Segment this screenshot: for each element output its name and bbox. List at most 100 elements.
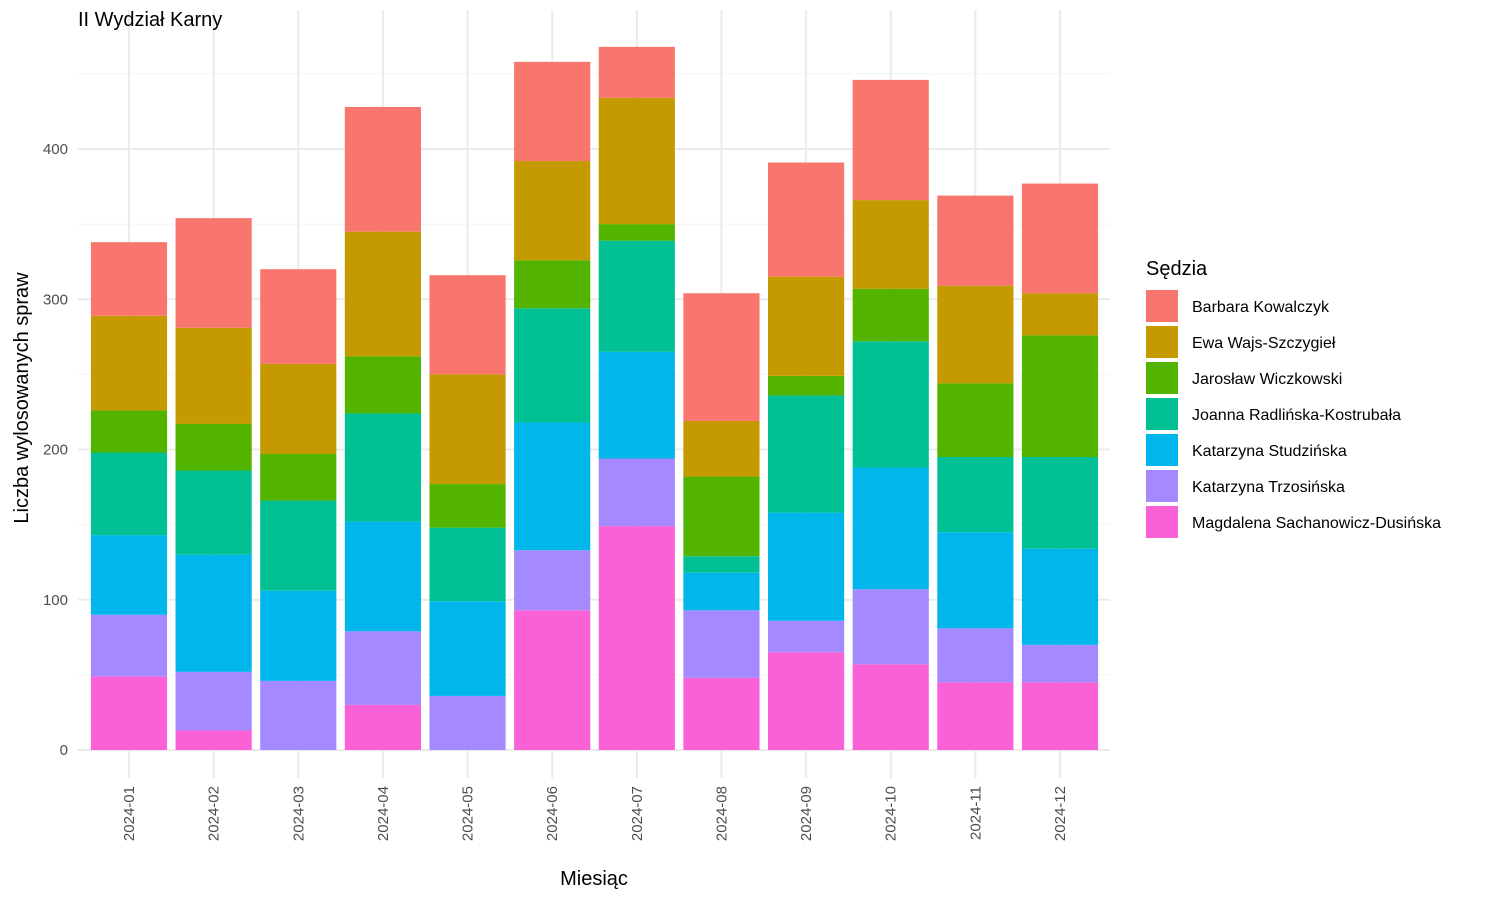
bar-segment: [429, 527, 506, 602]
bar-segment: [937, 383, 1014, 458]
bar-segment: [344, 413, 421, 522]
legend-item: Katarzyna Trzosińska: [1146, 470, 1345, 502]
bar-segment: [852, 200, 929, 289]
x-tick-label: 2024-06: [544, 786, 561, 841]
legend-label: Katarzyna Studzińska: [1192, 443, 1347, 460]
bar-segment: [1021, 682, 1099, 750]
bar-segment: [768, 620, 845, 653]
bar-segment: [937, 457, 1014, 533]
bar-stack-2024-02: [175, 218, 252, 750]
bar-segment: [598, 240, 675, 352]
bar-segment: [937, 195, 1014, 286]
x-tick-label: 2024-12: [1052, 786, 1069, 841]
legend-title: Sędzia: [1146, 258, 1208, 280]
bar-segment: [1021, 548, 1099, 645]
legend-item: Joanna Radlińska-Kostrubała: [1146, 398, 1401, 430]
y-tick-label: 100: [43, 592, 68, 609]
bar-segment: [175, 554, 252, 672]
bar-segment: [90, 676, 168, 750]
bar-segment: [514, 61, 591, 162]
y-axis-ticks: 0 100 200 300 400: [43, 141, 68, 759]
x-axis-title: Miesiąc: [560, 868, 628, 890]
legend-swatch: [1146, 470, 1178, 502]
bar-segment: [852, 288, 929, 342]
legend-item: Magdalena Sachanowicz-Dusińska: [1146, 506, 1441, 538]
bar-stack-2024-07: [598, 46, 675, 750]
x-tick-label: 2024-07: [629, 786, 646, 841]
bars-layer: [90, 46, 1099, 750]
bar-stack-2024-06: [514, 61, 591, 750]
legend-item: Ewa Wajs-Szczygieł: [1146, 326, 1336, 358]
bar-segment: [768, 375, 845, 396]
x-tick-label: 2024-02: [206, 786, 223, 841]
legend: Sędzia Barbara Kowalczyk Ewa Wajs-Szczygi…: [1146, 258, 1441, 538]
bar-stack-2024-09: [768, 162, 845, 750]
x-tick-label: 2024-03: [290, 786, 307, 841]
bar-segment: [175, 671, 252, 731]
x-tick-label: 2024-08: [713, 786, 730, 841]
bar-segment: [260, 269, 337, 364]
bar-segment: [683, 293, 760, 421]
bar-segment: [683, 610, 760, 678]
bar-segment: [1021, 335, 1099, 458]
bar-segment: [90, 614, 168, 677]
bar-segment: [768, 395, 845, 513]
bar-segment: [90, 242, 168, 316]
y-tick-label: 300: [43, 291, 68, 308]
legend-label: Barbara Kowalczyk: [1192, 299, 1330, 316]
x-tick-label: 2024-10: [883, 786, 900, 841]
legend-item: Katarzyna Studzińska: [1146, 434, 1347, 466]
bar-segment: [598, 46, 675, 98]
legend-label: Joanna Radlińska-Kostrubała: [1192, 407, 1401, 424]
bar-segment: [683, 572, 760, 611]
bar-segment: [90, 535, 168, 615]
bar-segment: [852, 467, 929, 590]
bar-segment: [344, 704, 421, 750]
bar-segment: [260, 363, 337, 455]
bar-segment: [344, 106, 421, 232]
bar-stack-2024-08: [683, 293, 760, 750]
bar-stack-2024-01: [90, 242, 168, 750]
legend-swatch: [1146, 290, 1178, 322]
bar-segment: [514, 308, 591, 423]
bar-stack-2024-04: [344, 106, 421, 750]
bar-segment: [514, 422, 591, 551]
y-axis-title: Liczba wylosowanych spraw: [11, 272, 33, 524]
legend-swatch: [1146, 362, 1178, 394]
bar-segment: [852, 341, 929, 468]
legend-swatch: [1146, 434, 1178, 466]
bar-segment: [429, 601, 506, 696]
x-tick-label: 2024-09: [798, 786, 815, 841]
y-tick-label: 200: [43, 442, 68, 459]
bar-segment: [1021, 644, 1099, 683]
bar-segment: [683, 556, 760, 573]
bar-segment: [852, 79, 929, 201]
bar-segment: [260, 500, 337, 591]
bar-stack-2024-11: [937, 195, 1014, 750]
y-tick-label: 400: [43, 141, 68, 158]
bar-segment: [683, 476, 760, 557]
legend-swatch: [1146, 398, 1178, 430]
legend-item: Jarosław Wiczkowski: [1146, 362, 1342, 394]
bar-segment: [260, 454, 337, 501]
bar-segment: [598, 224, 675, 241]
bar-segment: [768, 652, 845, 750]
bar-segment: [90, 452, 168, 536]
bar-stack-2024-03: [260, 269, 337, 750]
bar-segment: [514, 610, 591, 750]
bar-stack-2024-10: [852, 79, 929, 750]
bar-segment: [1021, 183, 1099, 294]
bar-segment: [90, 410, 168, 453]
bar-segment: [937, 628, 1014, 683]
legend-swatch: [1146, 506, 1178, 538]
bar-stack-2024-05: [429, 275, 506, 750]
chart-title: II Wydział Karny: [78, 9, 222, 31]
x-axis-ticks: 2024-01 2024-02 2024-03 2024-04 2024-05 2024-…: [121, 786, 1069, 841]
legend-swatch: [1146, 326, 1178, 358]
bar-segment: [768, 162, 845, 277]
bar-segment: [683, 677, 760, 750]
x-tick-label: 2024-11: [967, 786, 984, 840]
legend-item: Barbara Kowalczyk: [1146, 290, 1330, 322]
